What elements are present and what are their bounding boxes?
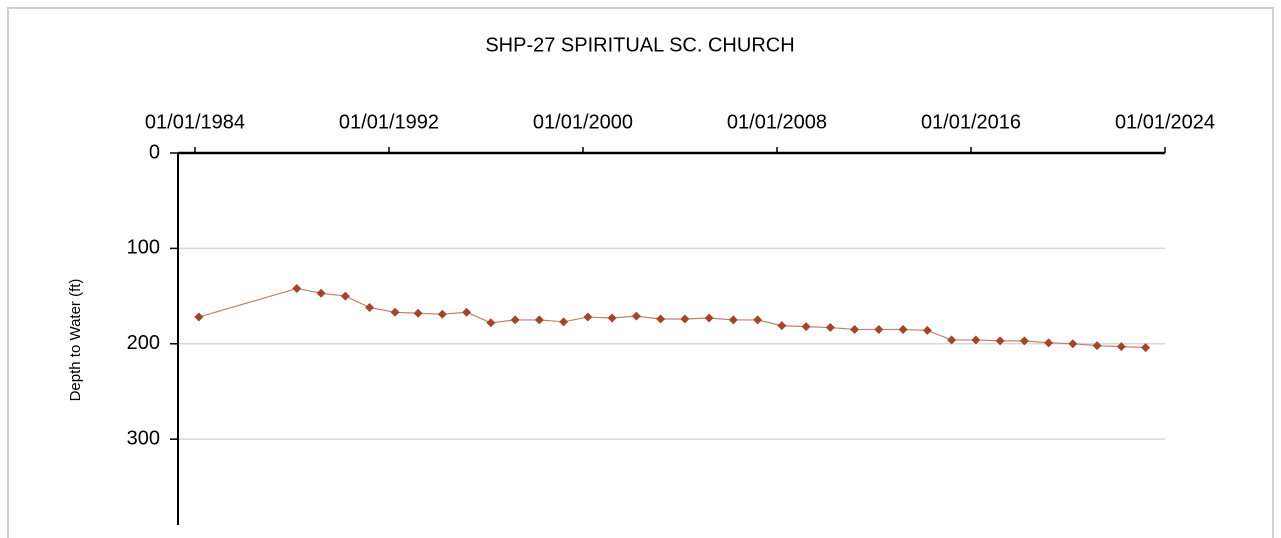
- data-point: [559, 317, 569, 327]
- data-point: [947, 335, 957, 345]
- data-point: [680, 314, 690, 324]
- data-point: [728, 315, 738, 325]
- chart-title: SHP-27 SPIRITUAL SC. CHURCH: [485, 34, 794, 56]
- y-axis-label: Depth to Water (ft): [67, 279, 84, 402]
- data-point: [850, 324, 860, 334]
- data-point: [365, 303, 375, 313]
- data-point: [437, 309, 447, 319]
- x-tick-label: 01/01/2008: [727, 111, 827, 133]
- data-point: [753, 315, 763, 325]
- data-point: [922, 325, 932, 335]
- data-point: [995, 336, 1005, 346]
- data-point: [1092, 341, 1102, 351]
- data-point: [510, 315, 520, 325]
- data-point: [704, 313, 714, 323]
- data-point: [462, 307, 472, 317]
- data-point: [607, 313, 617, 323]
- y-tick-label: 200: [127, 332, 160, 354]
- data-point: [1068, 339, 1078, 349]
- x-tick-label: 01/01/1984: [145, 111, 245, 133]
- x-tick-label: 01/01/2000: [533, 111, 633, 133]
- data-point: [316, 288, 326, 298]
- data-point: [1044, 338, 1054, 348]
- data-point: [1141, 343, 1151, 353]
- data-point: [971, 335, 981, 345]
- y-tick-label: 100: [127, 237, 160, 259]
- data-point: [194, 312, 204, 322]
- data-point: [1116, 342, 1126, 352]
- data-point: [534, 315, 544, 325]
- data-point: [777, 321, 787, 331]
- data-point: [874, 324, 884, 334]
- x-tick-label: 01/01/1992: [339, 111, 439, 133]
- data-point: [292, 283, 302, 293]
- data-point: [656, 314, 666, 324]
- data-point: [486, 318, 496, 328]
- x-tick-label: 01/01/2016: [921, 111, 1021, 133]
- y-tick-label: 300: [127, 427, 160, 449]
- data-point: [801, 322, 811, 332]
- data-point: [825, 323, 835, 333]
- x-tick-label: 01/01/2024: [1115, 111, 1215, 133]
- data-point: [340, 291, 350, 301]
- data-point: [631, 311, 641, 321]
- data-point: [1019, 336, 1029, 346]
- frame: [7, 7, 1274, 538]
- data-point: [413, 308, 423, 318]
- data-point: [898, 324, 908, 334]
- data-point: [583, 312, 593, 322]
- data-point: [390, 307, 400, 317]
- y-tick-label: 0: [149, 141, 160, 163]
